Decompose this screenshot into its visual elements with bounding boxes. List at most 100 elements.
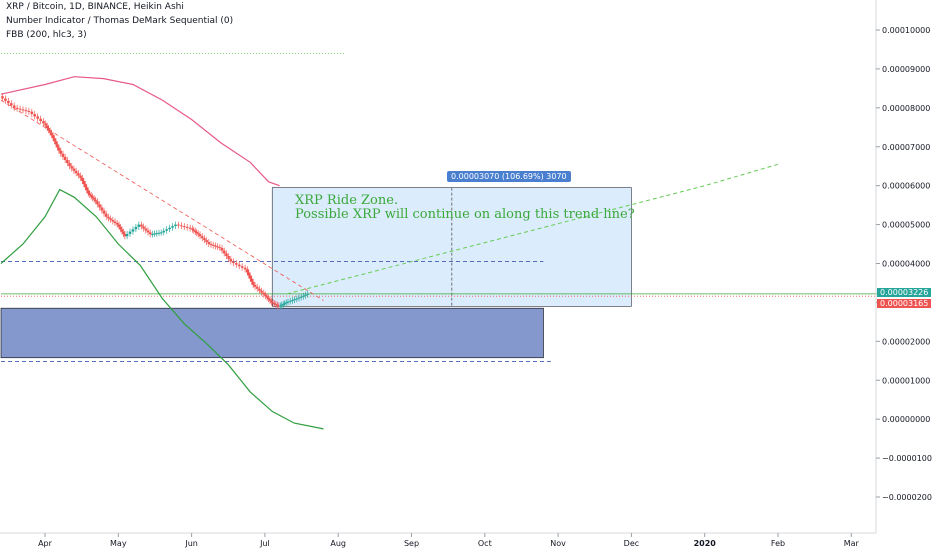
candle-body [51,135,55,139]
y-tick-label: 0.00001000 [882,376,930,385]
candle-body [123,233,127,237]
candle-body [297,297,301,299]
candle-body [281,303,285,305]
candle-body [104,213,108,217]
candle-body [56,144,59,148]
candle-body [171,226,174,228]
candle-body [251,281,255,285]
candle-body [21,109,25,111]
fbb-legend[interactable]: FBB (200, hlc3, 3) [6,30,87,40]
candle-body [47,128,50,131]
candle-body [218,247,222,249]
trend-projection-line [286,163,779,295]
candle-body [159,232,163,234]
candle-body [77,173,80,176]
candle-body [122,231,125,234]
symbol-legend[interactable]: XRP / Bitcoin, 1D, BINANCE, Heikin Ashi [6,2,184,12]
candle-body [157,232,161,234]
candle-body [250,278,254,282]
candle-body [153,233,156,235]
candle-body [267,297,270,300]
candle-body [9,103,13,106]
candle-body [211,244,215,246]
candle-body [125,233,129,237]
candle-body [111,219,115,222]
x-tick-label: Feb [771,539,785,548]
candle-body [304,294,307,296]
candle-body [243,267,247,270]
candle-body [265,296,269,298]
measure-label: 0.00003070 (106.69%) 3070 [447,171,571,182]
candle-body [273,303,276,305]
x-axis[interactable]: Apr May Jun Jul Aug Sep Oct Nov Dec 2020 Feb Mar [0,532,876,548]
candle-body [89,195,93,197]
candle-body [255,286,259,289]
candle-body [144,228,148,231]
candle-body [134,226,138,230]
series-layer [0,52,896,430]
candle-body [205,240,208,243]
x-tick-label: Oct [478,539,492,548]
candle-body [207,242,211,245]
candle-body [253,284,257,287]
candle-body [82,180,86,185]
zones [0,187,632,359]
candle-body [188,227,192,229]
annotation-question: Possible XRP will continue on along this… [295,207,635,222]
candle-body [302,295,305,297]
y-tick-label: 0.00005000 [882,221,930,230]
x-tick-label: 2020 [694,539,717,548]
candle-body [203,238,206,241]
candle-body [57,147,61,151]
x-tick-label: Apr [38,539,53,548]
candle-body [209,244,213,246]
candle-body [7,100,10,104]
candle-body [79,175,82,178]
candle-body [128,231,132,234]
candle-body [214,245,217,247]
indicator-legend[interactable]: Number Indicator / Thomas DeMark Sequent… [6,16,234,26]
candle-body [113,221,117,224]
candle-body [260,290,263,293]
candle-body [293,299,296,301]
candle-body [15,107,19,109]
candle-body [50,132,53,136]
candle-body [1,96,4,99]
candle-body [283,303,286,305]
y-tick-label: −0.00001000 [882,454,932,463]
candle-body [109,218,112,220]
candle-body [247,272,251,276]
candle-body [98,204,101,208]
x-tick-label: May [110,539,127,548]
candle-body [96,201,99,205]
y-tick-label: 0.00002000 [882,337,930,346]
candle-body [192,229,196,231]
candle-body [42,121,45,124]
candle-body [191,228,194,230]
candle-body [177,224,180,226]
candle-body [198,234,202,237]
candle-body [200,236,204,239]
candle-body [295,298,299,300]
candle-body [137,224,141,227]
candle-body [155,233,159,235]
x-tick-label: Sep [404,539,419,548]
candle-body [237,264,241,267]
candle-body [66,159,69,164]
candle-body [44,123,48,126]
x-tick-label: Jul [259,539,270,548]
candle-body [117,224,121,227]
candle-body [81,177,84,181]
candle-body [195,231,199,234]
candle-body [63,156,67,160]
candle-body [120,229,124,232]
candle-body [94,199,97,202]
y-tick-label: 0.00006000 [882,182,930,191]
candle-body [284,302,288,304]
candle-body [276,304,279,306]
candle-body [72,168,76,171]
y-axis[interactable]: 0.00010000 0.00009000 0.00008000 0.00007000… [875,0,932,533]
candle-body [85,187,89,191]
y-tick-label: 0.00008000 [882,104,930,113]
